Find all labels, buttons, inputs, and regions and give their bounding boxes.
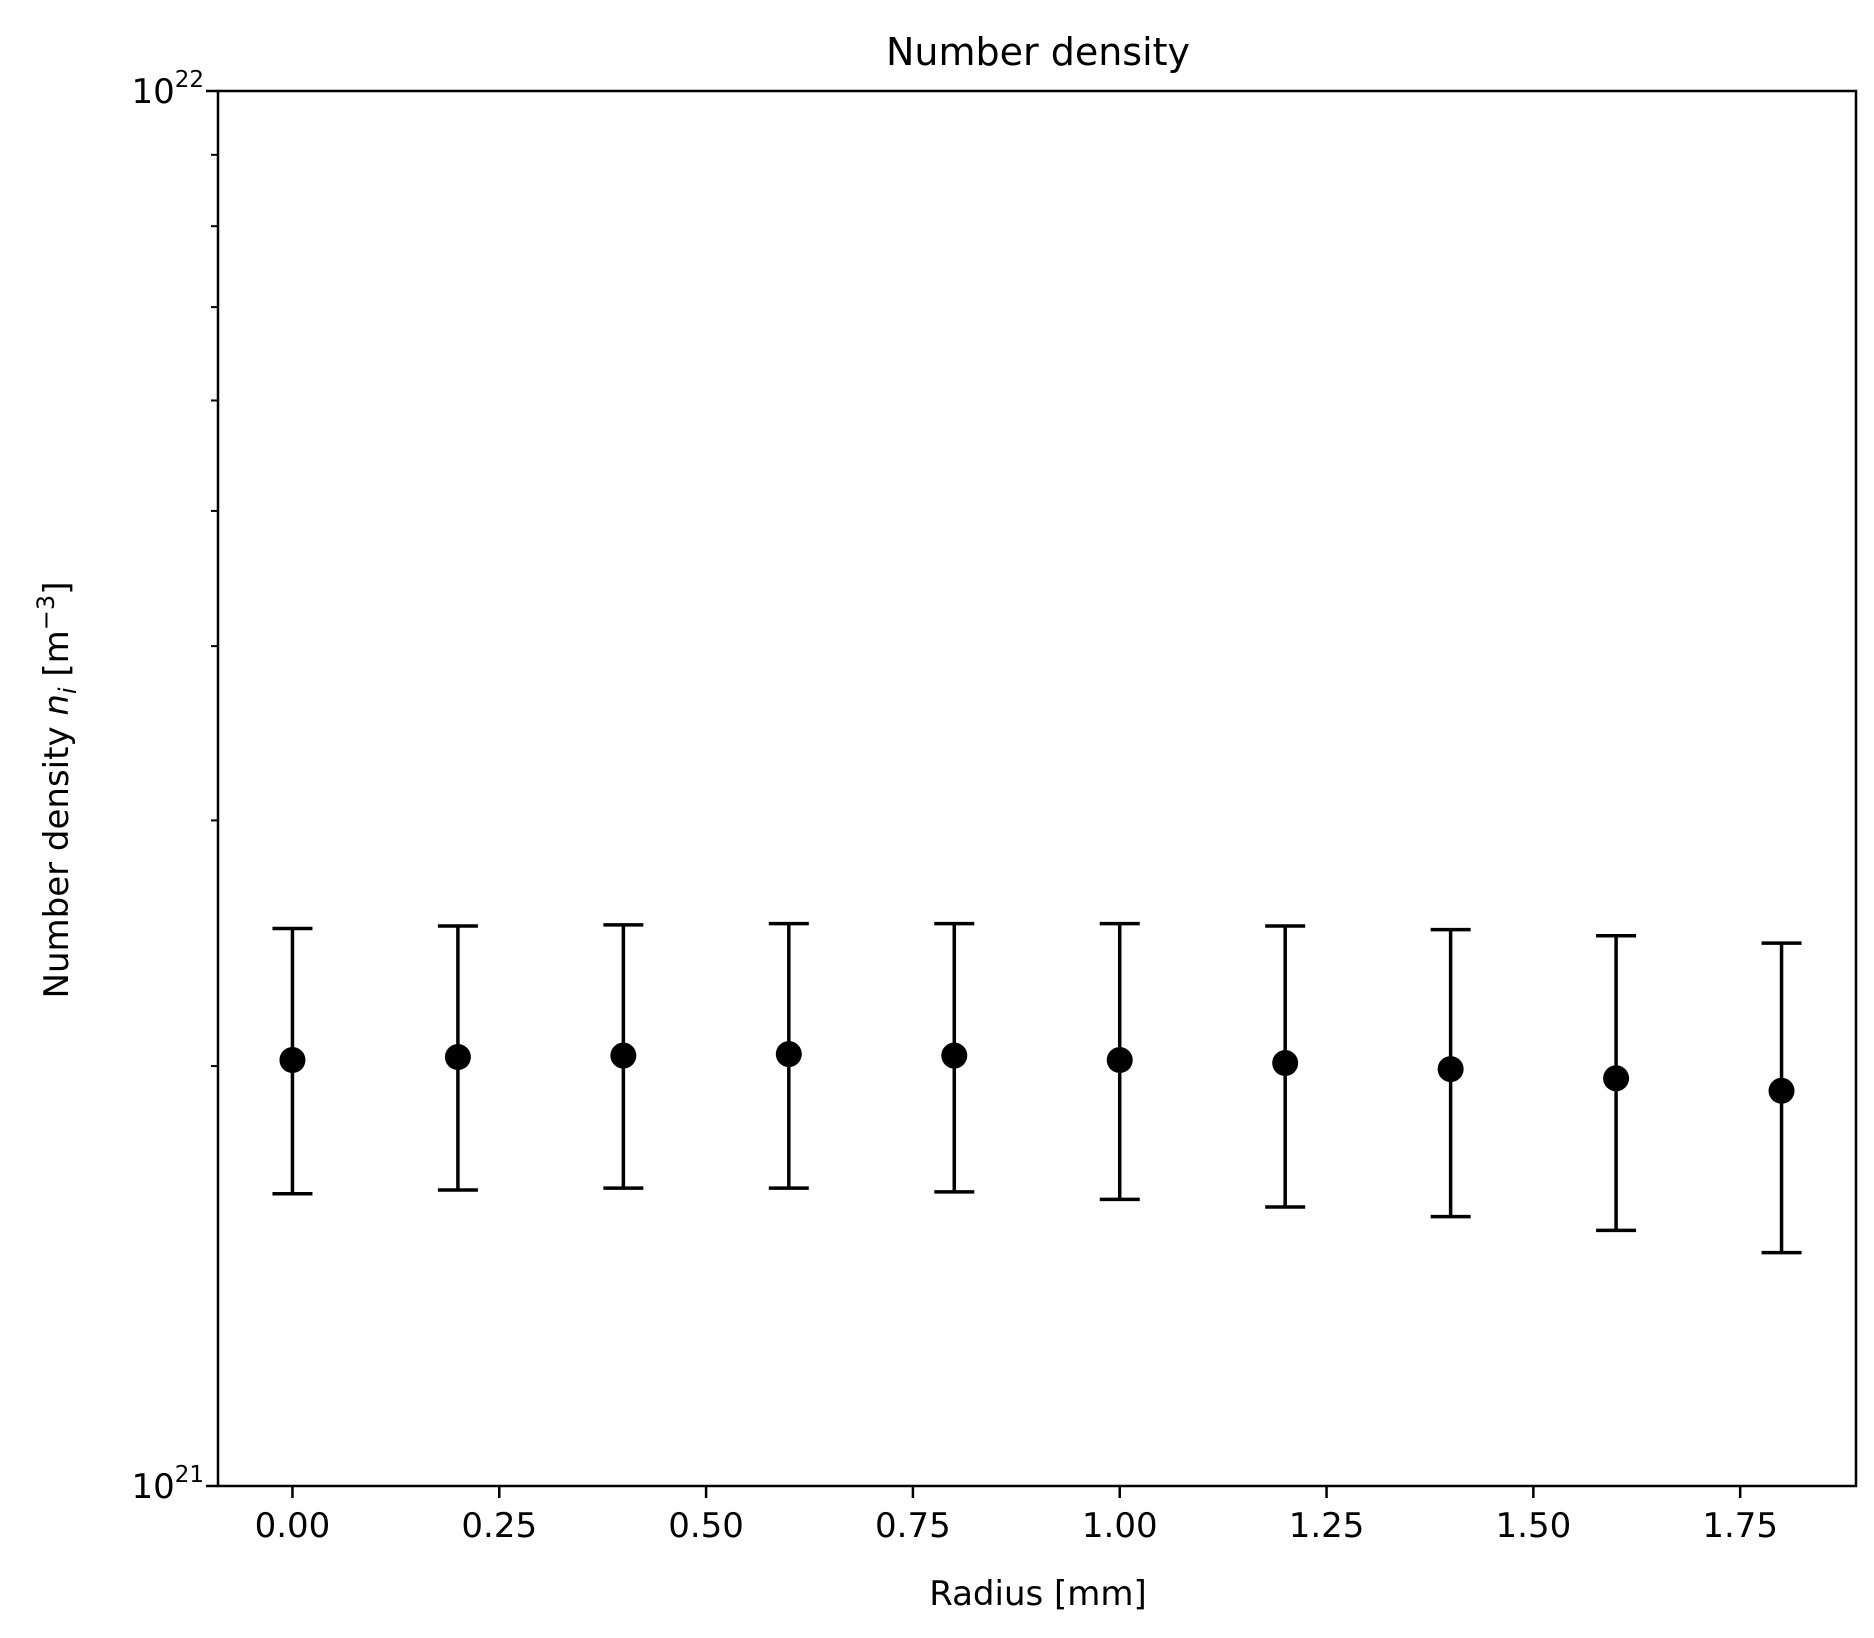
y-tick-label: 1021 [131,1462,204,1507]
data-marks [272,921,1802,1255]
plot-frame [216,89,1858,1488]
data-point [1437,1056,1464,1083]
data-point [1768,1077,1795,1104]
x-axis-ticks: 0.00 0.25 0.50 0.75 1.00 1.25 1.50 1.75 [255,1486,1778,1546]
x-tick-label: 1.25 [1289,1506,1365,1546]
data-point [1106,1047,1133,1074]
chart-title: Number density [886,30,1190,74]
x-tick-label: 0.00 [255,1506,331,1546]
x-tick-label: 0.50 [668,1506,744,1546]
data-point [941,1042,968,1069]
data-point [1272,1050,1299,1077]
data-point [279,1047,306,1074]
x-axis-label: Radius [mm] [929,1574,1147,1614]
x-tick-label: 1.75 [1702,1506,1778,1546]
x-tick-label: 0.25 [461,1506,537,1546]
data-point [610,1042,637,1069]
y-tick-label: 1022 [131,67,204,112]
x-tick-label: 1.00 [1082,1506,1158,1546]
x-tick-label: 1.50 [1496,1506,1572,1546]
y-axis-ticks: 1021 1022 [131,67,218,1507]
data-point [444,1044,471,1071]
y-axis-label: Number density ni [m−3] [32,582,82,999]
data-point [775,1041,802,1068]
data-point [1603,1065,1630,1092]
x-tick-label: 0.75 [875,1506,951,1546]
